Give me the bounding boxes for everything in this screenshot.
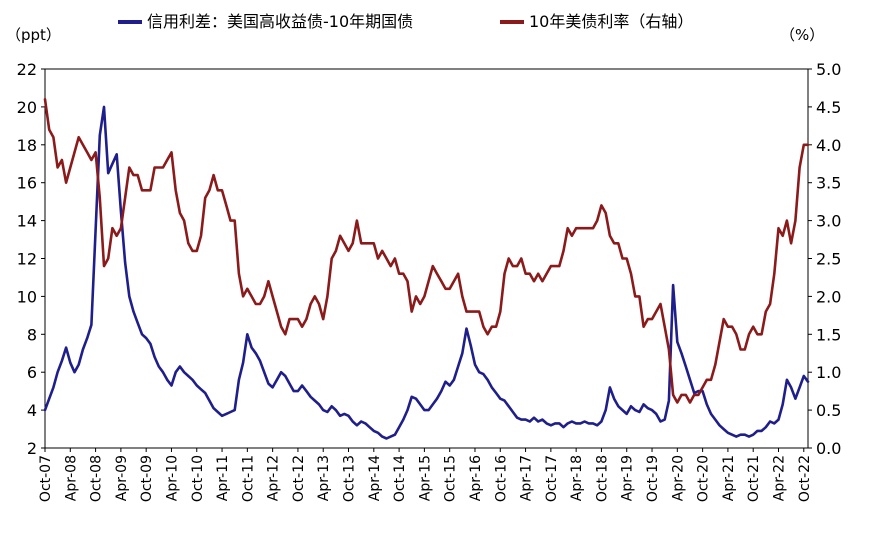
right-axis-tick-label: 2.0 — [816, 287, 841, 306]
x-axis-tick-label: Oct-11 — [240, 455, 256, 502]
left-axis-tick-label: 14 — [17, 212, 37, 231]
x-axis-tick-label: Oct-15 — [443, 455, 459, 502]
x-axis-tick-label: Oct-18 — [594, 455, 610, 502]
right-axis-tick-label: 4.0 — [816, 136, 841, 155]
right-axis-tick-label: 3.0 — [816, 212, 841, 231]
series-line-10y-treasury — [43, 98, 810, 404]
legend-label-10y-treasury: 10年美债利率（右轴） — [529, 12, 693, 31]
x-axis-tick-label: Oct-10 — [190, 455, 206, 502]
x-axis-tick-label: Oct-20 — [696, 455, 712, 502]
x-axis-tick-label: Oct-12 — [291, 455, 307, 502]
x-axis-tick-label: Apr-09 — [114, 455, 130, 501]
x-axis-tick-label: Apr-21 — [721, 455, 737, 501]
x-axis-tick-label: Oct-22 — [797, 455, 813, 502]
left-axis-tick-label: 18 — [17, 136, 37, 155]
right-axis-tick-label: 5.0 — [816, 60, 841, 79]
series-layer — [43, 98, 810, 440]
left-axis-tick-label: 20 — [17, 98, 37, 117]
x-axis-tick-label: Apr-11 — [215, 455, 231, 501]
axes: 2 4 6 8 10 12 14 16 18 20 22 0.0 0.5 1.0 1.5 2.0 2.5 3.0 3… — [17, 60, 842, 502]
x-axis-tick-label: Apr-19 — [620, 455, 636, 501]
right-axis-tick-label: 0.5 — [816, 401, 841, 420]
right-axis-tick-label: 2.5 — [816, 250, 841, 269]
left-axis-tick-label: 4 — [27, 401, 37, 420]
x-axis-tick-label: Apr-22 — [771, 455, 787, 501]
x-axis-tick-label: Oct-09 — [139, 455, 155, 502]
x-axis-tick-label: Oct-17 — [544, 455, 560, 502]
x-axis-tick-label: Apr-15 — [417, 455, 433, 501]
left-axis-tick-label: 16 — [17, 174, 37, 193]
x-axis-tick-label: Apr-16 — [468, 455, 484, 501]
series-line-credit-spread — [43, 105, 810, 440]
x-axis-tick-label: Apr-13 — [316, 455, 332, 501]
legend: 信用利差：美国高收益债-10年期国债 10年美债利率（右轴） — [118, 12, 693, 31]
x-axis-tick-label: Oct-13 — [342, 455, 358, 502]
left-axis-tick-label: 8 — [27, 325, 37, 344]
x-axis-tick-label: Apr-08 — [63, 455, 79, 501]
x-axis-tick-label: Oct-08 — [89, 455, 105, 502]
right-axis-tick-label: 1.0 — [816, 363, 841, 382]
x-axis-tick-label: Apr-20 — [670, 455, 686, 501]
x-axis-tick-label: Apr-12 — [266, 455, 282, 501]
left-axis-tick-label: 6 — [27, 363, 37, 382]
x-axis-tick-label: Apr-17 — [519, 455, 535, 501]
x-axis-tick-label: Apr-18 — [569, 455, 585, 501]
right-axis-unit: （%） — [780, 26, 824, 44]
left-axis-tick-label: 2 — [27, 439, 37, 458]
x-axis-tick-label: Oct-19 — [645, 455, 661, 502]
x-axis-tick-label: Oct-21 — [746, 455, 762, 502]
left-axis-tick-label: 10 — [17, 287, 37, 306]
right-axis-tick-label: 0.0 — [816, 439, 841, 458]
x-axis-tick-label: Oct-16 — [493, 455, 509, 502]
right-axis-tick-label: 3.5 — [816, 174, 841, 193]
x-axis-tick-label: Oct-07 — [38, 455, 54, 502]
x-axis-tick-label: Oct-14 — [392, 455, 408, 502]
x-axis-tick-label: Apr-10 — [164, 455, 180, 501]
right-axis-tick-label: 4.5 — [816, 98, 841, 117]
left-axis-unit: （ppt） — [6, 26, 61, 44]
left-axis-tick-label: 22 — [17, 60, 37, 79]
legend-label-credit-spread: 信用利差：美国高收益债-10年期国债 — [147, 12, 413, 31]
right-axis-tick-label: 1.5 — [816, 325, 841, 344]
x-axis-tick-label: Apr-14 — [367, 455, 383, 501]
left-axis-tick-label: 12 — [17, 250, 37, 269]
